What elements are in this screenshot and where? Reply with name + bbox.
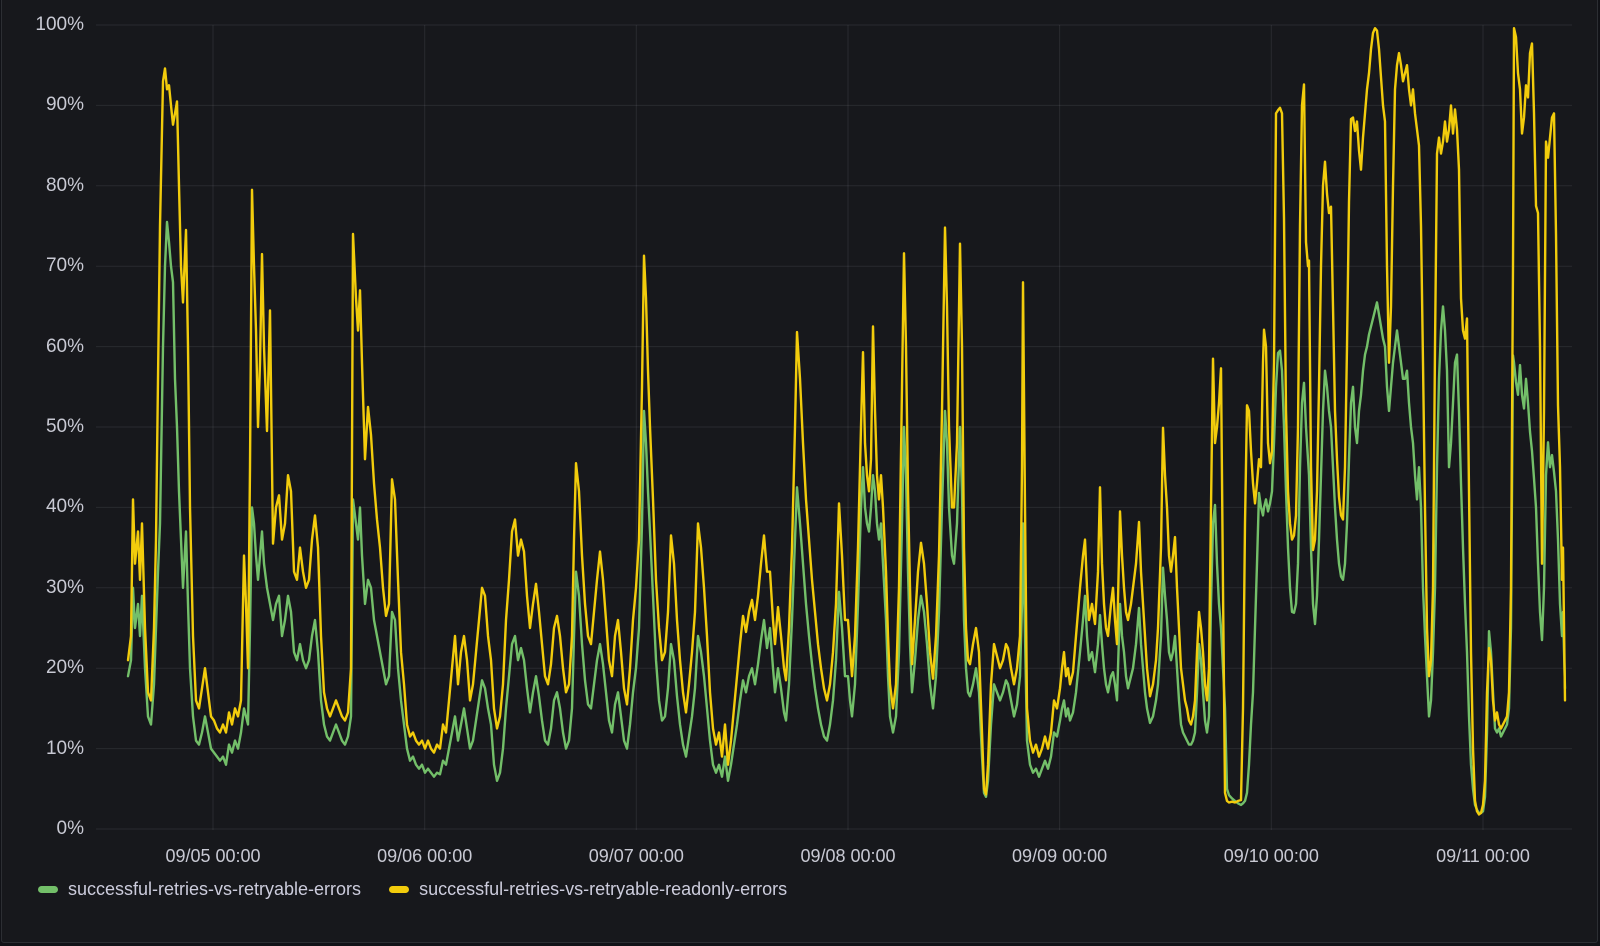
- x-axis-tick-label: 09/09 00:00: [1012, 846, 1108, 866]
- legend: successful-retries-vs-retryable-errors s…: [38, 879, 787, 900]
- y-axis-tick-label: 50%: [45, 416, 84, 437]
- y-axis-tick-label: 60%: [45, 335, 84, 357]
- series-color-swatch-icon: [38, 886, 58, 893]
- legend-item-successful-retries-vs-retryable-errors[interactable]: successful-retries-vs-retryable-errors: [38, 879, 361, 900]
- legend-item-successful-retries-vs-retryable-readonly-errors[interactable]: successful-retries-vs-retryable-readonly…: [389, 879, 787, 900]
- x-axis-tick-label: 09/05 00:00: [165, 846, 261, 866]
- y-axis-tick-label: 100%: [35, 14, 84, 35]
- series-color-swatch-icon: [389, 886, 410, 893]
- x-axis-tick-label: 09/07 00:00: [588, 846, 684, 866]
- y-axis-tick-label: 30%: [45, 576, 84, 598]
- legend-label[interactable]: successful-retries-vs-retryable-readonly…: [419, 879, 788, 899]
- y-axis-tick-label: 0%: [56, 818, 84, 839]
- x-axis-tick-label: 09/08 00:00: [800, 846, 896, 866]
- y-axis-tick-label: 20%: [45, 657, 84, 679]
- x-axis-tick-label: 09/06 00:00: [377, 846, 473, 866]
- legend-label[interactable]: successful-retries-vs-retryable-errors: [68, 879, 362, 899]
- y-axis-tick-label: 40%: [45, 496, 84, 518]
- x-axis-tick-label: 09/10 00:00: [1223, 846, 1319, 866]
- y-axis-tick-label: 70%: [45, 255, 84, 277]
- y-axis-tick-label: 90%: [45, 94, 84, 116]
- series-line-successful-retries-vs-retryable-readonly-errors: [126, 27, 1567, 816]
- y-axis-tick-label: 10%: [45, 737, 84, 759]
- y-axis-tick-label: 80%: [45, 174, 84, 196]
- series-line-successful-retries-vs-retryable-errors: [126, 220, 1567, 815]
- x-axis-tick-label: 09/11 00:00: [1436, 846, 1530, 866]
